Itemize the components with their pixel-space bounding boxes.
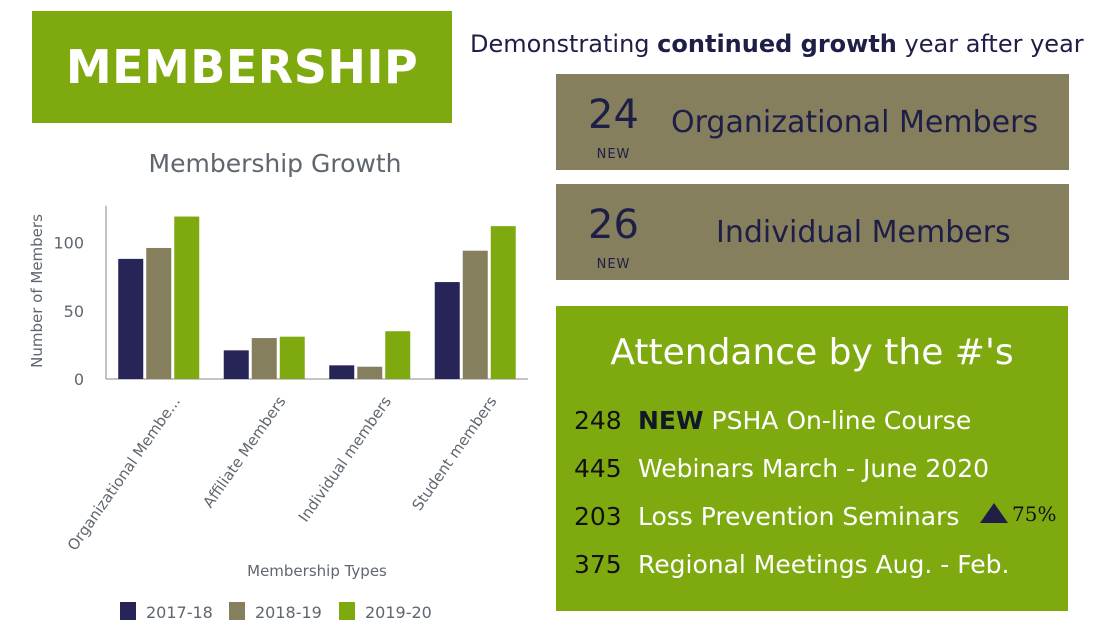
attendance-title: Attendance by the #'s — [610, 332, 1014, 373]
x-tick-label: Individual members — [295, 393, 395, 526]
y-tick-label: 0 — [74, 370, 84, 389]
legend-label: 2019-20 — [365, 603, 432, 622]
bar — [118, 258, 144, 379]
growth-indicator: 75% — [980, 502, 1056, 526]
stat-label: Organizational Members — [671, 105, 1039, 140]
attendance-number: 445 — [574, 454, 622, 483]
stat-label: Individual Members — [716, 215, 1011, 250]
x-axis-label: Membership Types — [247, 562, 387, 580]
bar — [279, 336, 305, 379]
chart-marks: 0 50 100 Organizational Membe... Affiliate M… — [53, 205, 528, 622]
attendance-label: Webinars March - June 2020 — [638, 454, 990, 483]
bar — [357, 366, 383, 379]
legend-swatch — [120, 602, 136, 620]
attendance-number: 375 — [574, 550, 622, 579]
attendance-number: 203 — [574, 502, 622, 531]
x-tick-label: Affiliate Members — [199, 393, 289, 511]
x-tick-label: Organizational Membe... — [64, 393, 184, 554]
y-tick-label: 50 — [64, 302, 84, 321]
chart-title: Membership Growth — [149, 149, 402, 178]
y-tick-label: 100 — [53, 234, 84, 253]
bar — [251, 338, 277, 379]
bar — [329, 365, 355, 379]
legend-swatch — [229, 602, 245, 620]
attendance-label: Regional Meetings Aug. - Feb. — [638, 550, 1010, 579]
attendance-row: 375 Regional Meetings Aug. - Feb. — [574, 550, 1009, 580]
banner-title: MEMBERSHIP — [65, 40, 419, 94]
bar — [385, 331, 411, 379]
bar — [434, 282, 460, 379]
attendance-label: Loss Prevention Seminars — [638, 502, 960, 531]
x-tick-label: Student members — [408, 393, 500, 514]
stat-number: 26 — [588, 202, 639, 248]
attendance-label: PSHA On-line Course — [703, 406, 972, 435]
stat-number: 24 — [588, 92, 639, 138]
attendance-panel: Attendance by the #'s 248 NEW PSHA On-lin… — [556, 306, 1068, 611]
tagline-pre: Demonstrating — [470, 30, 658, 58]
bar — [462, 250, 488, 379]
legend-swatch — [339, 602, 355, 620]
membership-growth-chart: Membership Growth Number of Members Memb… — [28, 149, 528, 622]
bar — [490, 226, 516, 379]
bar — [174, 216, 200, 379]
attendance-row: 248 NEW PSHA On-line Course — [574, 406, 971, 436]
growth-percent: 75% — [1012, 502, 1057, 526]
legend-label: 2018-19 — [255, 603, 322, 622]
y-axis-label: Number of Members — [28, 214, 46, 368]
stat-new-badge: NEW — [596, 147, 631, 162]
attendance-row: 203 Loss Prevention Seminars — [574, 502, 959, 532]
tagline-bold: continued growth — [657, 30, 897, 58]
tagline-post: year after year — [896, 30, 1084, 58]
bar — [146, 247, 172, 379]
legend-label: 2017-18 — [146, 603, 213, 622]
attendance-emphasis: NEW — [638, 406, 704, 435]
stat-new-badge: NEW — [596, 257, 631, 272]
stat-individual-members: 26 NEW Individual Members — [556, 184, 1069, 280]
attendance-number: 248 — [574, 406, 622, 435]
tagline: Demonstrating continued growth year afte… — [470, 30, 1084, 58]
membership-banner: MEMBERSHIP — [32, 11, 452, 123]
bar — [223, 350, 249, 379]
stat-organizational-members: 24 NEW Organizational Members — [556, 74, 1069, 170]
attendance-row: 445 Webinars March - June 2020 — [574, 454, 989, 484]
triangle-up-icon — [980, 503, 1008, 523]
